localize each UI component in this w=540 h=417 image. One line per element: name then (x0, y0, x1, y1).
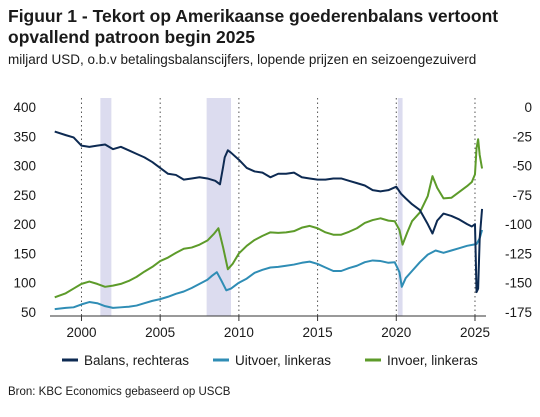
y-right-tick-label--25: -25 (512, 129, 532, 144)
legend-label-2: Uitvoer, linkeras (235, 353, 331, 368)
legend-entry-2: Uitvoer, linkeras (213, 353, 331, 368)
y-right-tick-label--175: -175 (505, 305, 532, 320)
line-chart: 2000 2005 2010 2015 2020 2025 50 100 150 200 250 30… (13, 98, 532, 368)
y-right-tick-label--75: -75 (512, 188, 532, 203)
y-right-tick-label--50: -50 (512, 159, 532, 174)
recession-band-3 (397, 98, 403, 316)
series-line-3 (54, 138, 484, 299)
series-lines (54, 130, 484, 311)
y-left-tick-label-200: 200 (13, 217, 36, 232)
x-tick-label-2005: 2005 (145, 325, 175, 340)
y-left-tick-label-350: 350 (13, 129, 36, 144)
legend-label-3: Invoer, linkeras (387, 353, 478, 368)
y-left-tick-label-400: 400 (13, 100, 36, 115)
y-left-tick-label-100: 100 (13, 276, 36, 291)
recession-band-1 (100, 98, 112, 316)
y-left-tick-label-50: 50 (21, 305, 36, 320)
series-line-1 (54, 130, 484, 294)
vertical-gridlines (80, 98, 476, 316)
x-tick-label-2020: 2020 (381, 325, 411, 340)
y-right-tick-label--150: -150 (505, 276, 532, 291)
x-tick-label-2015: 2015 (303, 325, 333, 340)
x-tick-label-2025: 2025 (460, 325, 490, 340)
y-left-tick-label-250: 250 (13, 188, 36, 203)
recession-band-2 (206, 98, 232, 316)
y-left-tick-label-300: 300 (13, 159, 36, 174)
legend: Balans, rechteras Uitvoer, linkeras Invoer… (62, 353, 478, 368)
chart-title: Figuur 1 - Tekort op Amerikaanse goedere… (8, 6, 499, 47)
chart-subtitle: miljard USD, o.b.v betalingsbalanscijfer… (8, 52, 477, 67)
y-right-tick-label-0: 0 (524, 100, 532, 115)
source-note: Bron: KBC Economics gebaseerd op USCB (8, 386, 231, 398)
x-tick-label-2010: 2010 (224, 325, 254, 340)
y-right-tick-label--125: -125 (505, 246, 532, 261)
series-line-2 (54, 229, 484, 311)
y-right-tick-label--100: -100 (505, 217, 532, 232)
legend-label-1: Balans, rechteras (84, 353, 189, 368)
axes: 2000 2005 2010 2015 2020 2025 50 100 150 200 250 30… (13, 100, 532, 340)
legend-entry-3: Invoer, linkeras (365, 353, 478, 368)
y-left-tick-label-150: 150 (13, 246, 36, 261)
x-tick-label-2000: 2000 (66, 325, 96, 340)
recession-bands (100, 98, 403, 316)
legend-entry-1: Balans, rechteras (62, 353, 189, 368)
